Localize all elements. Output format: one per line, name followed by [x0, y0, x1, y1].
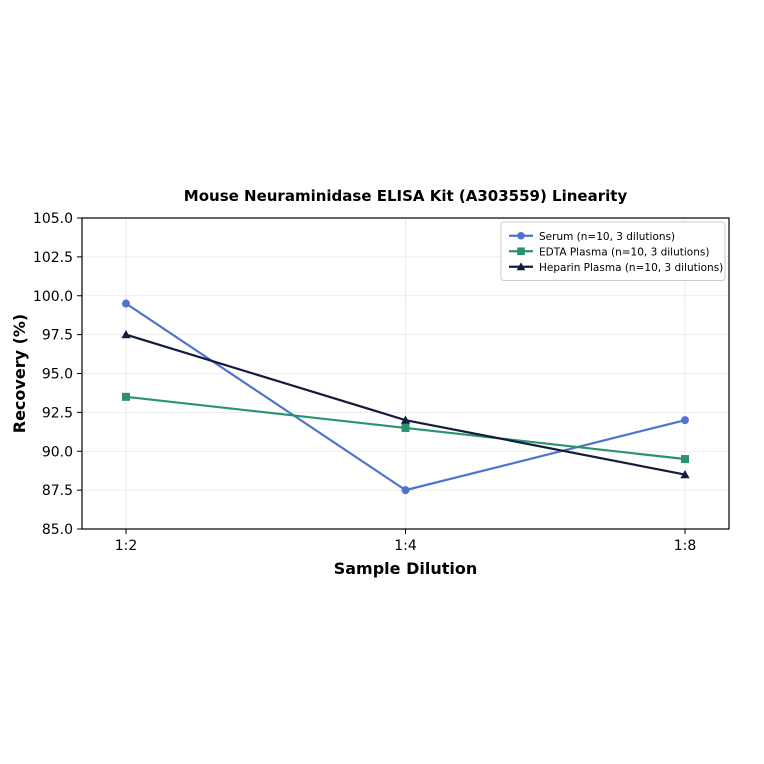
y-tick-label: 85.0: [42, 522, 73, 538]
x-tick-label: 1:8: [674, 538, 697, 554]
data-point: [681, 416, 690, 425]
y-tick-label: 105.0: [33, 211, 73, 227]
y-tick-label: 100.0: [33, 289, 73, 305]
y-tick-label: 97.5: [42, 328, 73, 344]
legend-swatch-marker: [517, 247, 525, 256]
chart-title: Mouse Neuraminidase ELISA Kit (A303559) …: [184, 187, 628, 205]
legend-box: [500, 221, 726, 281]
y-tick-label: 87.5: [42, 483, 73, 499]
x-tick-label: 1:2: [115, 538, 138, 554]
data-point: [121, 299, 130, 308]
data-point: [121, 392, 130, 401]
legend-label: EDTA Plasma (n=10, 3 dilutions): [539, 246, 709, 258]
x-axis-label: Sample Dilution: [334, 559, 478, 578]
legend-swatch-marker: [516, 262, 526, 271]
ticks: 85.0 87.5 90.0 92.5 95.0 97.5 100.0 102.5 105.0 1…: [33, 211, 696, 554]
data-point: [680, 469, 690, 479]
data-point: [681, 455, 690, 464]
legend-label: Heparin Plasma (n=10, 3 dilutions): [539, 262, 723, 274]
data-point: [401, 423, 410, 432]
data-point: [401, 486, 410, 495]
y-axis-label: Recovery (%): [10, 314, 29, 433]
y-tick-label: 92.5: [42, 405, 73, 421]
data-point: [400, 415, 411, 424]
legend-swatch-marker: [517, 231, 525, 240]
data-point: [121, 330, 131, 339]
x-tick-label: 1:4: [394, 538, 417, 554]
series-layer: [121, 299, 690, 495]
legend-label: Serum (n=10, 3 dilutions): [539, 231, 675, 243]
legend: Serum (n=10, 3 dilutions) EDTA Plasma (n=…: [500, 221, 726, 281]
y-tick-label: 90.0: [42, 444, 73, 460]
y-tick-label: 102.5: [33, 250, 73, 266]
y-tick-label: 95.0: [42, 367, 73, 383]
